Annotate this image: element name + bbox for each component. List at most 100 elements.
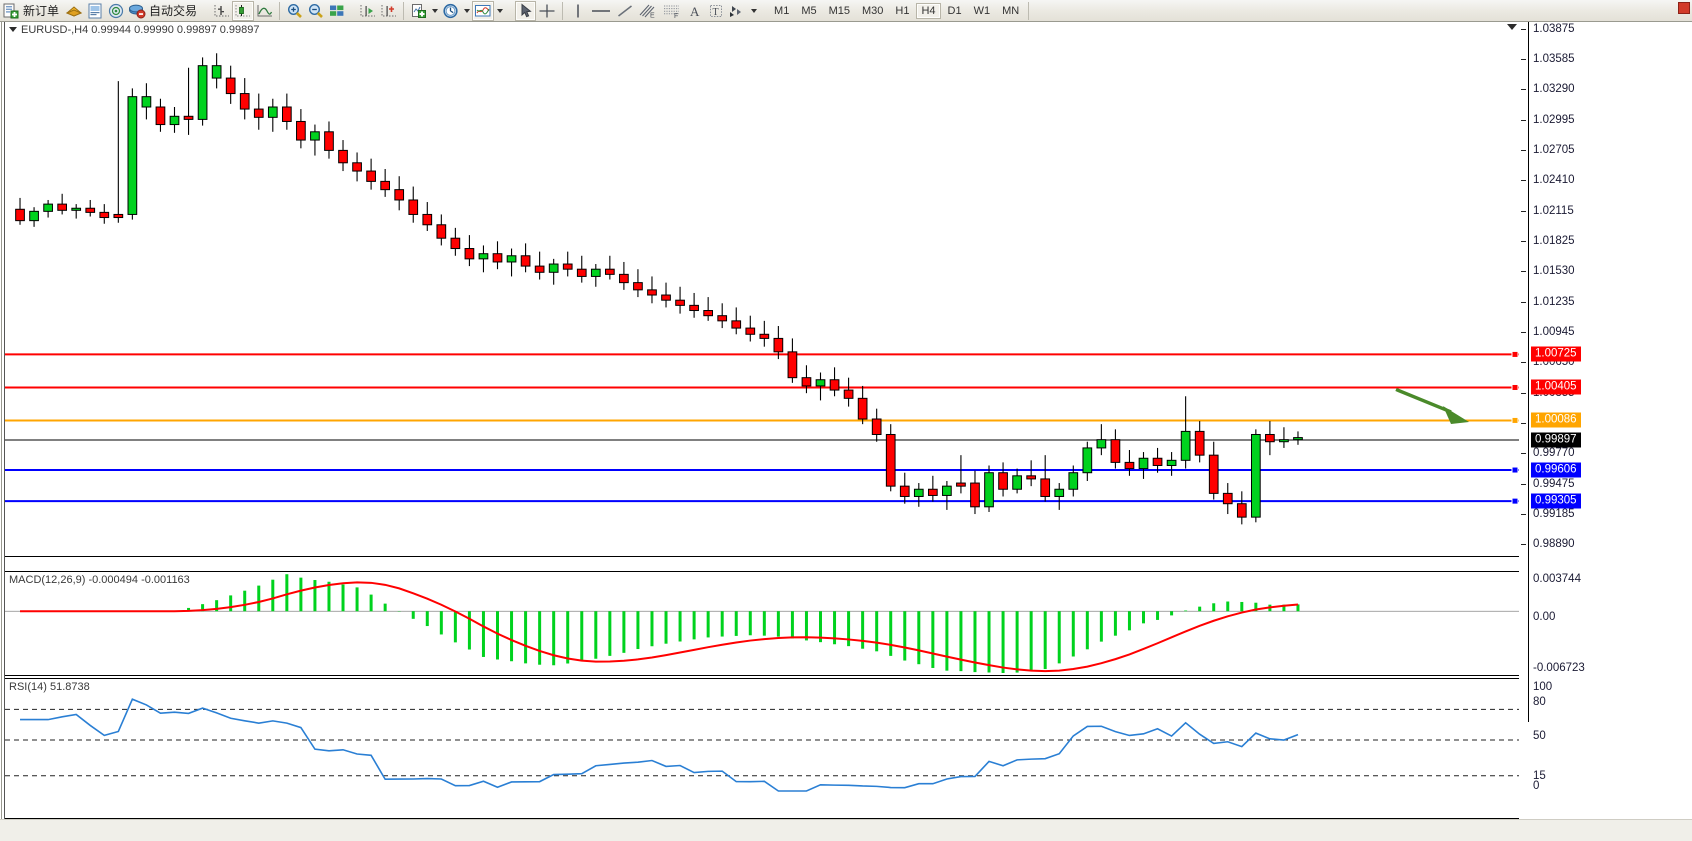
chart-shift-icon[interactable] [357,1,378,21]
trendline-icon[interactable] [614,1,636,21]
templates-dropdown-chevron-down-icon[interactable] [494,1,505,21]
shapes-dropdown-chevron-down-icon[interactable] [748,1,759,21]
rsi-axis-label: 15 [1533,770,1546,782]
candlestick-body [310,131,320,141]
price-pane[interactable]: EURUSD-,H4 0.99944 0.99990 0.99897 0.998… [5,22,1519,557]
toolbar-divider [1028,1,1030,20]
bar-chart-icon[interactable] [211,1,232,21]
shapes-icon[interactable] [726,1,748,21]
legend-collapse-icon[interactable] [9,27,17,32]
candlestick-body [899,485,910,497]
candlestick-body [717,315,728,322]
expert-advisors-icon[interactable] [63,1,84,21]
candlestick-chart-icon[interactable] [232,0,255,21]
price-axis-tick [1521,331,1526,333]
candlestick-body [1082,447,1093,474]
price-line-label-resistance[interactable]: 1.00725 [1531,346,1581,362]
line-anchor-handle [1511,383,1519,391]
navigator-icon[interactable] [105,1,126,21]
candlestick-body [520,255,531,267]
price-axis-label: 0.98890 [1533,538,1575,550]
price-line-label-support[interactable]: 0.99305 [1531,493,1581,509]
auto-scroll-icon[interactable] [378,1,399,21]
new-order-label[interactable]: 新订单 [23,4,60,18]
timeframe-mn[interactable]: MN [1002,4,1020,17]
terminal-icon[interactable] [126,1,147,21]
equidistant-channel-icon[interactable]: E [636,1,660,21]
price-axis-label: 1.01235 [1533,295,1575,308]
price-axis-tick [1521,149,1526,151]
timeframe-m1[interactable]: M1 [774,4,790,17]
candlestick-body [197,65,208,120]
price-line-label-resistance[interactable]: 1.00405 [1531,379,1581,395]
timeframe-w1[interactable]: W1 [973,4,991,17]
price-axis-label: 1.02995 [1533,113,1575,126]
line-anchor-handle [1511,497,1519,505]
bearish-arrow-annotation [1395,387,1469,424]
candlestick-body [998,472,1008,490]
period-icon[interactable] [440,1,461,21]
chart-left-border [0,22,6,819]
candlestick-body [562,263,573,270]
rsi-axis-label: 100 [1533,681,1553,693]
indicators-icon[interactable] [408,1,429,21]
timeframe-m30[interactable]: M30 [862,4,884,17]
timeframe-m15[interactable]: M15 [828,4,850,17]
price-axis-label: 1.01825 [1533,234,1575,247]
candlestick-body [1110,439,1121,463]
price-axis-tick [1521,301,1526,303]
timeframe-m5[interactable]: M5 [801,4,817,17]
price-axis-tick [1521,453,1526,455]
toolbar-divider [403,1,405,20]
candlestick-body [1180,430,1191,461]
data-window-icon[interactable] [84,1,105,21]
candlestick-body [57,203,68,211]
candlestick-body [759,333,770,339]
candlestick-body [1166,459,1177,466]
rsi-svg [5,698,1519,792]
chart-container[interactable]: EURUSD-,H4 0.99944 0.99990 0.99897 0.998… [0,22,1692,841]
auto-trading-label[interactable]: 自动交易 [149,4,198,18]
crosshair-icon[interactable] [536,1,558,21]
candlestick-body [1096,439,1107,449]
candlestick-body [534,265,545,273]
grid-icon[interactable] [326,1,347,21]
line-anchor-handle [1511,466,1519,474]
text-icon[interactable]: T [705,1,726,21]
toolbar-divider [279,1,281,20]
price-line-label-last-price[interactable]: 0.99897 [1531,432,1581,448]
timeframe-h4[interactable]: H4 [916,2,941,19]
zoom-out-icon[interactable] [305,1,326,21]
toolbar-divider [562,1,564,20]
price-axis[interactable]: 1.03875 1.03585 1.03290 1.02995 1.02705 1.024… [1507,22,1692,841]
candlestick-body [380,180,391,191]
price-line-label-pivot[interactable]: 1.00086 [1531,412,1581,428]
timeframe-h1[interactable]: H1 [895,4,910,17]
candlestick-body [394,189,405,201]
new-order-icon[interactable] [0,1,21,21]
horizontal-line-icon[interactable] [588,1,614,21]
vertical-line-icon[interactable] [567,1,588,21]
price-axis-tick [1521,392,1526,394]
macd-pane[interactable]: MACD(12,26,9) -0.000494 -0.001163 [5,571,1519,676]
timeframe-d1[interactable]: D1 [947,4,962,17]
candlestick-body [787,351,798,379]
fibonacci-icon[interactable]: F [660,1,684,21]
indicators-dropdown-chevron-down-icon[interactable] [429,1,440,21]
rsi-legend: RSI(14) 51.8738 [9,681,90,693]
candlestick-body [422,213,433,226]
candlestick-body [352,162,362,172]
zoom-in-icon[interactable] [284,1,305,21]
candlestick-body [211,65,222,79]
rsi-pane[interactable]: RSI(14) 51.8738 [5,678,1519,819]
price-line-label-support[interactable]: 0.99606 [1531,462,1581,478]
price-axis-tick [1521,544,1526,545]
price-axis-tick [1521,513,1526,515]
line-chart-icon[interactable] [254,1,275,21]
period-dropdown-chevron-down-icon[interactable] [461,1,472,21]
text-label-icon[interactable]: A [684,1,705,21]
cursor-icon[interactable] [515,0,537,21]
candlestick-body [338,149,348,164]
templates-icon[interactable] [472,0,495,21]
chart-scroll-arrow-icon[interactable] [1507,24,1517,30]
